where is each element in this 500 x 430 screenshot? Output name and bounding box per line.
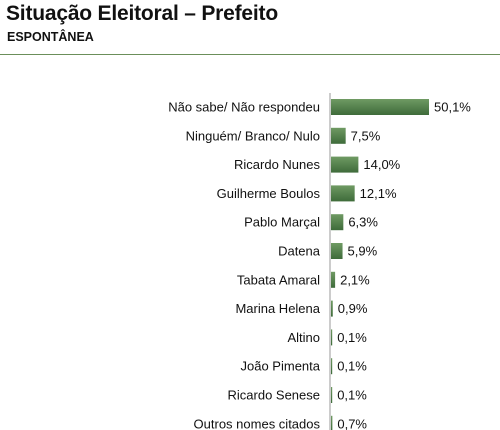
- category-label: Ninguém/ Branco/ Nulo: [186, 128, 320, 143]
- value-label: 50,1%: [434, 100, 471, 115]
- bar: [331, 99, 429, 115]
- bar: [331, 185, 355, 202]
- value-label: 6,3%: [348, 215, 378, 230]
- category-label: Ricardo Senese: [228, 388, 321, 403]
- chart-subtitle: ESPONTÂNEA: [7, 30, 94, 44]
- header-divider: [0, 54, 500, 55]
- category-label: Guilherme Boulos: [217, 186, 321, 201]
- bar: [331, 271, 336, 288]
- value-label: 0,1%: [337, 388, 367, 403]
- value-label: 2,1%: [340, 272, 370, 287]
- bar: [331, 243, 343, 259]
- value-label: 0,9%: [338, 301, 368, 316]
- bar: [331, 415, 333, 430]
- category-label: Altino: [287, 330, 320, 345]
- value-label: 12,1%: [360, 186, 397, 201]
- category-label: Marina Helena: [235, 301, 320, 316]
- value-label: 0,1%: [337, 359, 367, 374]
- category-label: Ricardo Nunes: [234, 157, 320, 172]
- category-label: Outros nomes citados: [194, 416, 321, 430]
- bar: [331, 156, 359, 173]
- value-label: 0,1%: [337, 330, 367, 345]
- bar: [331, 127, 346, 144]
- value-label: 14,0%: [363, 157, 400, 172]
- value-label: 0,7%: [337, 416, 367, 430]
- value-label: 7,5%: [351, 128, 381, 143]
- category-label: Tabata Amaral: [237, 272, 320, 287]
- category-label: Pablo Marçal: [244, 215, 320, 230]
- bar: [331, 387, 333, 403]
- chart-title: Situação Eleitoral – Prefeito: [6, 2, 278, 25]
- category-label: Não sabe/ Não respondeu: [168, 100, 320, 115]
- value-label: 5,9%: [348, 244, 378, 259]
- category-label: Datena: [278, 244, 321, 259]
- category-label: João Pimenta: [241, 359, 321, 374]
- bar: [331, 329, 333, 346]
- bar: [331, 358, 333, 375]
- bar: [331, 214, 344, 231]
- bar: [331, 300, 333, 317]
